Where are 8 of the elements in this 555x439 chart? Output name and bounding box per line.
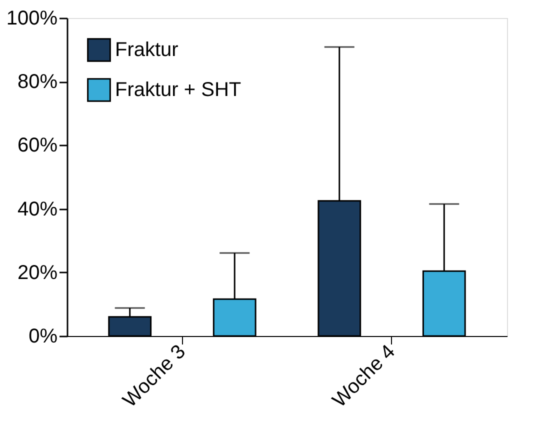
y-tick-label: 20% (17, 262, 58, 284)
y-tick-label: 0% (28, 326, 58, 348)
y-tick-label: 100% (6, 8, 58, 30)
legend-label: Fraktur (115, 39, 179, 61)
y-tick-label: 40% (17, 198, 58, 220)
legend-label: Fraktur + SHT (115, 79, 242, 101)
y-tick-label: 80% (17, 71, 58, 94)
y-tick-label: 60% (17, 134, 58, 157)
